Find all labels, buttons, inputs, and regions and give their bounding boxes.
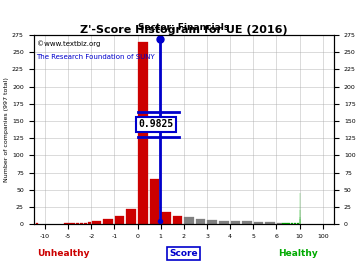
Bar bbox=[150, 180, 159, 224]
Text: 0.9825: 0.9825 bbox=[139, 119, 174, 129]
Bar bbox=[66, 223, 68, 224]
Bar bbox=[265, 222, 275, 224]
Bar bbox=[64, 223, 66, 224]
Bar bbox=[230, 221, 240, 224]
Text: ©www.textbiz.org: ©www.textbiz.org bbox=[37, 41, 100, 48]
Text: The Research Foundation of SUNY: The Research Foundation of SUNY bbox=[37, 54, 155, 60]
Bar bbox=[126, 209, 136, 224]
Bar bbox=[285, 223, 288, 224]
Bar bbox=[72, 223, 76, 224]
Bar bbox=[291, 223, 293, 224]
Bar bbox=[161, 212, 171, 224]
Bar bbox=[115, 216, 125, 224]
Bar bbox=[297, 223, 299, 224]
Bar bbox=[138, 42, 148, 224]
Bar bbox=[282, 223, 285, 224]
Bar bbox=[196, 219, 206, 224]
Bar bbox=[87, 222, 91, 224]
Text: Score: Score bbox=[170, 249, 198, 258]
Bar bbox=[84, 223, 87, 224]
Bar bbox=[254, 222, 263, 224]
Bar bbox=[36, 223, 38, 224]
Title: Z'-Score Histogram for UE (2016): Z'-Score Histogram for UE (2016) bbox=[80, 25, 288, 35]
Bar bbox=[279, 223, 282, 224]
Bar bbox=[294, 223, 296, 224]
Bar bbox=[242, 221, 252, 224]
Bar bbox=[80, 223, 83, 224]
Bar bbox=[184, 217, 194, 224]
Y-axis label: Number of companies (997 total): Number of companies (997 total) bbox=[4, 77, 9, 182]
Text: Unhealthy: Unhealthy bbox=[37, 249, 90, 258]
Bar bbox=[219, 221, 229, 224]
Bar bbox=[276, 223, 279, 224]
Bar bbox=[173, 216, 182, 224]
Bar bbox=[207, 220, 217, 224]
Bar bbox=[103, 219, 113, 224]
Text: Sector: Financials: Sector: Financials bbox=[138, 23, 230, 32]
Bar bbox=[288, 223, 291, 224]
Text: Healthy: Healthy bbox=[278, 249, 318, 258]
Bar bbox=[92, 221, 102, 224]
Bar bbox=[76, 223, 79, 224]
Bar bbox=[68, 223, 72, 224]
